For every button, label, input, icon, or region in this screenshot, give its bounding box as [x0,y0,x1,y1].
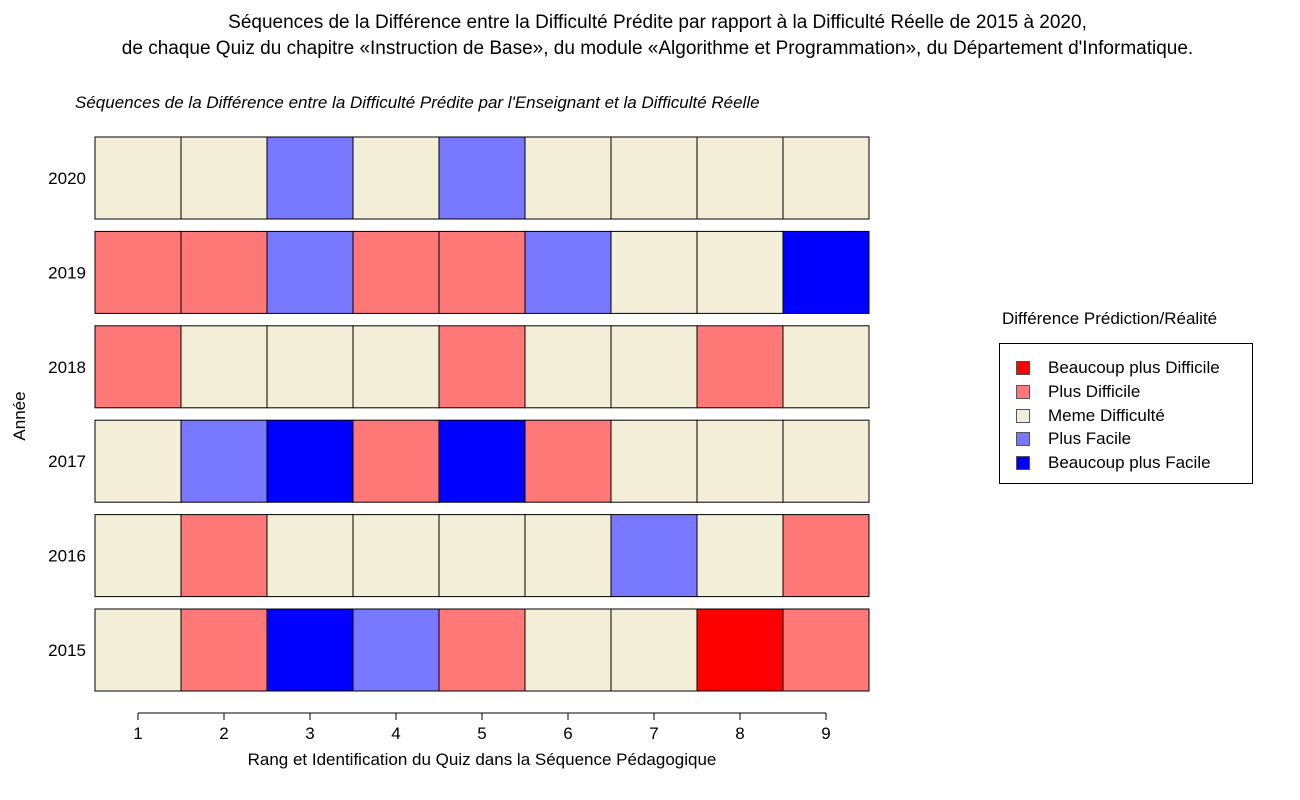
heatmap-cell-2018-2 [180,325,268,409]
legend-item-md: Meme Difficulté [1016,405,1165,427]
x-tick-label-5: 5 [477,724,486,743]
heatmap-cell-2020-1 [94,136,182,220]
x-tick-label-4: 4 [391,724,400,743]
heatmap-cell-2018-7 [610,325,698,409]
heatmap-cell-2017-9 [782,419,870,503]
x-tick-label-8: 8 [735,724,744,743]
legend-label: Plus Facile [1048,429,1132,449]
heatmap-cell-2018-1 [94,325,182,409]
heatmap-cell-2020-2 [180,136,268,220]
x-axis-label: Rang et Identification du Quiz dans la S… [247,750,717,769]
heatmap-cell-2017-2 [180,419,268,503]
heatmap-cell-2015-8 [696,608,784,692]
y-tick-label-2019: 2019 [48,263,86,282]
legend-label: Beaucoup plus Facile [1048,453,1211,473]
legend-label: Plus Difficile [1048,381,1141,401]
legend-item-pd: Plus Difficile [1016,381,1140,403]
heatmap-cell-2019-2 [180,230,268,314]
heatmap-cell-2017-4 [352,419,440,503]
heatmap-cell-2016-3 [266,514,354,598]
heatmap-cell-2016-7 [610,514,698,598]
heatmap-cell-2019-9 [782,230,870,314]
heatmap-cell-2017-5 [438,419,526,503]
legend-title: Différence Prédiction/Réalité [1002,309,1218,328]
heatmap-cell-2020-6 [524,136,612,220]
heatmap-cell-2019-6 [524,230,612,314]
legend-swatch [1016,384,1030,399]
heatmap-cell-2016-1 [94,514,182,598]
heatmap-cell-2019-8 [696,230,784,314]
x-tick-label-2: 2 [219,724,228,743]
heatmap-cell-2019-3 [266,230,354,314]
heatmap-cell-2016-4 [352,514,440,598]
heatmap-cell-2020-3 [266,136,354,220]
y-tick-label-2017: 2017 [48,452,86,471]
heatmap-cell-2018-9 [782,325,870,409]
heatmap-cell-2015-6 [524,608,612,692]
heatmap-cell-2015-9 [782,608,870,692]
heatmap-cell-2020-8 [696,136,784,220]
legend-item-pf: Plus Facile [1016,428,1131,450]
y-tick-label-2016: 2016 [48,547,86,566]
heatmap-cell-2015-4 [352,608,440,692]
heatmap-cell-2015-5 [438,608,526,692]
chart-subtitle-container: Séquences de la Différence entre la Diff… [75,90,871,116]
heatmap-cell-2016-6 [524,514,612,598]
legend-item-bpd: Beaucoup plus Difficile [1016,357,1220,379]
heatmap-cell-2016-9 [782,514,870,598]
heatmap-cell-2017-6 [524,419,612,503]
legend-item-bpf: Beaucoup plus Facile [1016,452,1211,474]
legend: Beaucoup plus Difficile Plus Difficile Mem… [999,343,1253,484]
legend-label: Beaucoup plus Difficile [1048,358,1220,377]
heatmap-cell-2018-5 [438,325,526,409]
heatmap-cell-2018-4 [352,325,440,409]
chart-title-line2: de chaque Quiz du chapitre «Instruction … [121,38,1194,59]
x-tick-label-6: 6 [563,724,572,743]
legend-swatch [1016,432,1030,447]
heatmap-cell-2018-3 [266,325,354,409]
legend-swatch [1016,361,1030,375]
heatmap-cell-2016-8 [696,514,784,598]
heatmap-cell-2015-3 [266,608,354,692]
heatmap-cell-2015-2 [180,608,268,692]
chart-title: Séquences de la Différence entre la Diff… [228,12,1087,33]
heatmap-cell-2016-5 [438,514,526,598]
heatmap-cell-2017-3 [266,419,354,503]
heatmap-cell-2019-1 [94,230,182,314]
heatmap-cell-2019-5 [438,230,526,314]
heatmap-cell-2020-4 [352,136,440,220]
heatmap-cell-2020-7 [610,136,698,220]
x-tick-label-9: 9 [821,724,830,743]
legend-swatch [1016,456,1030,471]
heatmap-cell-2017-7 [610,419,698,503]
heatmap-cell-2020-5 [438,136,526,220]
x-tick-label-1: 1 [133,724,142,743]
heatmap-cell-2019-4 [352,230,440,314]
heatmap-cell-2015-1 [94,608,182,692]
heatmap-cell-2018-8 [696,325,784,409]
y-axis-label: Année [10,391,29,441]
chart-subtitle: Séquences de la Différence entre la Diff… [75,93,760,112]
heatmap-cell-2018-6 [524,325,612,409]
heatmap-cell-2017-8 [696,419,784,503]
heatmap-cell-2019-7 [610,230,698,314]
legend-swatch [1016,408,1030,423]
x-tick-label-7: 7 [649,724,658,743]
heatmap-cell-2016-2 [180,514,268,598]
y-tick-label-2015: 2015 [48,641,86,660]
legend-label: Meme Difficulté [1048,405,1165,425]
y-tick-label-2018: 2018 [48,358,86,377]
heatmap-cell-2020-9 [782,136,870,220]
y-tick-label-2020: 2020 [48,169,86,188]
x-tick-label-3: 3 [305,724,314,743]
heatmap-cell-2015-7 [610,608,698,692]
heatmap-cell-2017-1 [94,419,182,503]
